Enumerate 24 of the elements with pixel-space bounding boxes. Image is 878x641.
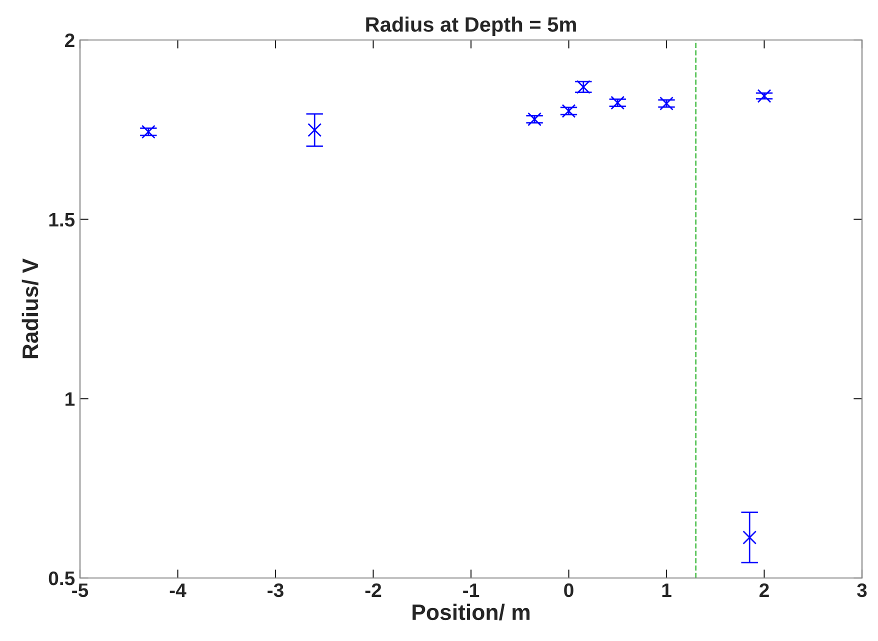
point [562,104,576,118]
x-tick-label: 2 [760,583,769,597]
x-tick-label: 3 [857,583,867,598]
x-axis-title: Position/ m [412,604,530,620]
x-tick-label: -2 [365,583,382,597]
x-tick-label: 0 [564,583,574,598]
y-tick-label: 0.5 [48,571,75,586]
y-axis-title: Radius/ V [22,258,38,358]
x-tick-label: -5 [72,584,88,598]
point [660,96,674,110]
x-tick-label: 1 [662,584,672,597]
point [528,112,542,126]
point [308,123,322,137]
point [141,124,156,139]
x-tick-label: -1 [463,584,480,597]
y-tick-label: 2 [65,33,74,48]
chart-title: Radius at Depth = 5m [366,16,576,36]
y-tick-label: 1 [66,392,75,406]
point [757,89,772,103]
y-tick-label: 1.5 [49,213,75,227]
x-tick-label: -3 [268,583,284,598]
x-tick-label: -4 [170,584,186,597]
point [742,530,757,544]
point [610,96,625,110]
